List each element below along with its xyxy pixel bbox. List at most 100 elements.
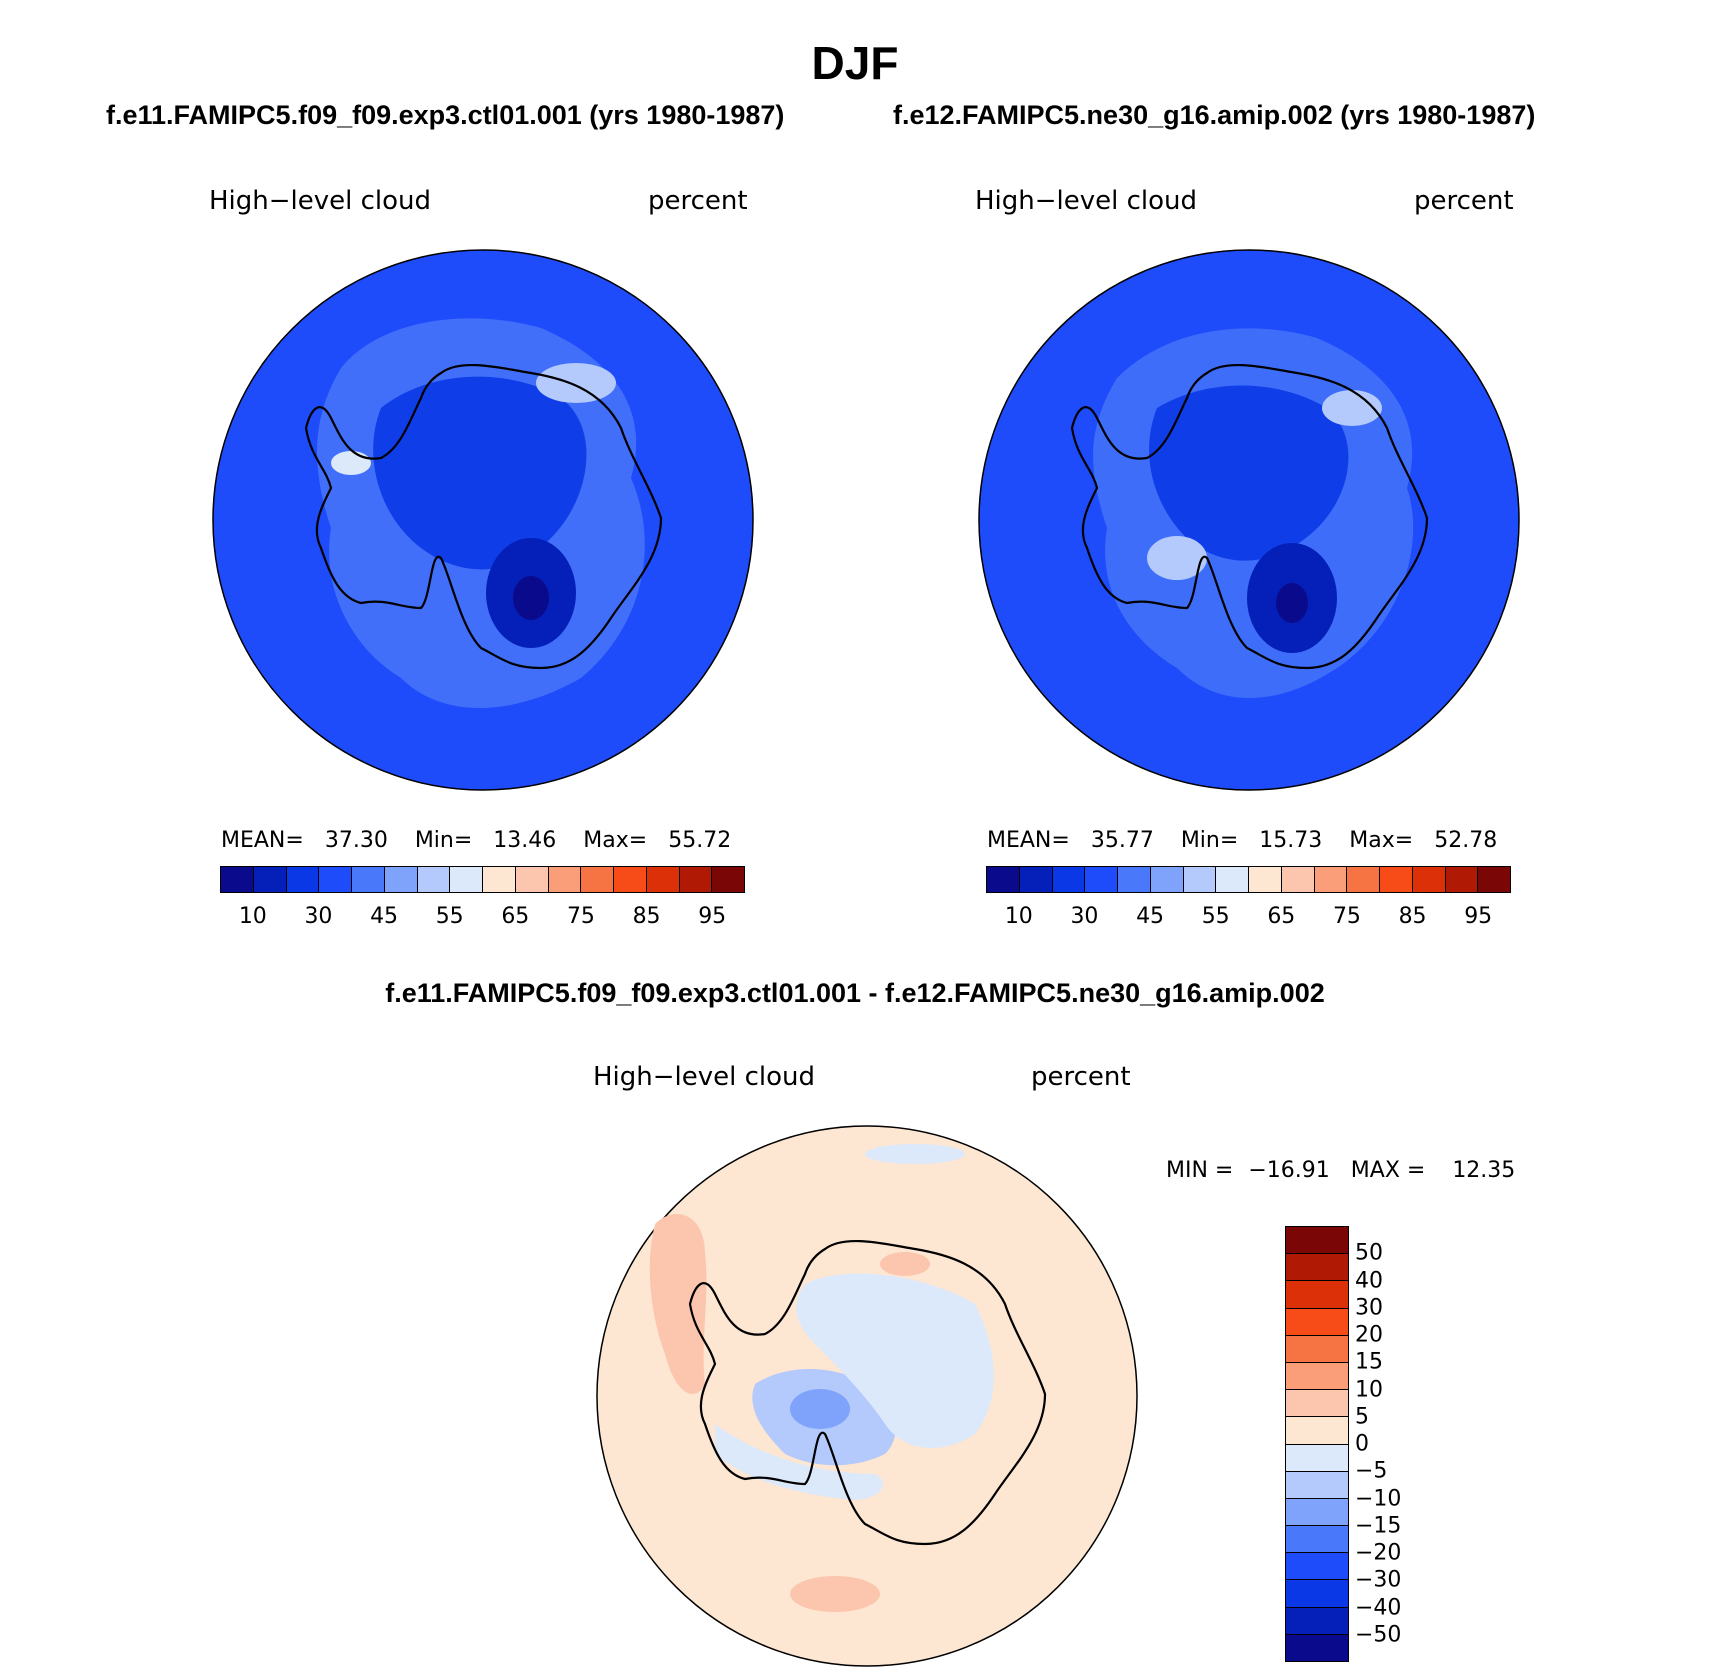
panel-2-colorbar-box xyxy=(1445,867,1479,892)
difference-colorbar-box xyxy=(1286,1362,1348,1391)
difference-colorbar-box xyxy=(1286,1580,1348,1608)
panel-2-colorbar-box xyxy=(1216,867,1249,892)
difference-colorbar-tick-label: −50 xyxy=(1355,1622,1402,1648)
panel-1-colorbar-box xyxy=(614,867,647,892)
panel-1-min-value: 13.46 xyxy=(493,828,557,853)
difference-units-label: percent xyxy=(1031,1062,1131,1092)
panel-2-colorbar-tick-label: 85 xyxy=(1398,904,1427,929)
difference-colorbar-box xyxy=(1286,1308,1348,1336)
panel-2-min-value: 15.73 xyxy=(1259,828,1323,853)
panel-2-case-title: f.e12.FAMIPC5.ne30_g16.amip.002 (yrs 198… xyxy=(893,100,1536,130)
panel-2-mean-value: 35.77 xyxy=(1090,828,1154,853)
panel-1-colorbar-box xyxy=(253,867,287,892)
panel-1-colorbar-box xyxy=(417,867,451,892)
panel-2-contour-high-south xyxy=(1147,536,1207,580)
difference-contour-positive-west xyxy=(649,1214,707,1394)
difference-contour-positive-north xyxy=(880,1252,930,1276)
difference-colorbar-box xyxy=(1286,1471,1348,1499)
panel-1-polar-map xyxy=(212,249,754,791)
panel-1-antarctica-coastline xyxy=(304,363,663,670)
panel-2-colorbar-box xyxy=(1314,867,1348,892)
difference-colorbar-tick-label: 50 xyxy=(1355,1240,1383,1266)
panel-2-colorbar-box xyxy=(1019,867,1053,892)
panel-2-colorbar-tick-label: 55 xyxy=(1201,904,1230,929)
difference-colorbar-box xyxy=(1286,1498,1348,1527)
panel-1-units-label: percent xyxy=(648,186,748,216)
panel-2-contour-high-east xyxy=(1322,390,1382,426)
difference-antarctica-coastline xyxy=(688,1239,1047,1546)
difference-colorbar-tick-label: 30 xyxy=(1355,1295,1383,1321)
panel-2-colorbar-box xyxy=(1347,867,1380,892)
panel-2-colorbar-box xyxy=(1118,867,1151,892)
panel-1-colorbar-tick-label: 65 xyxy=(501,904,530,929)
panel-1-colorbar-box xyxy=(646,867,680,892)
panel-1-colorbar-box xyxy=(319,867,352,892)
panel-2-colorbar xyxy=(986,866,1511,893)
panel-2-colorbar-box xyxy=(987,867,1020,892)
panel-1-colorbar-tick-label: 75 xyxy=(566,904,595,929)
panel-1-variable-label: High−level cloud xyxy=(209,186,432,216)
panel-1-case-title: f.e11.FAMIPC5.f09_f09.exp3.ctl01.001 (yr… xyxy=(106,100,785,130)
panel-1-mean-label: MEAN= xyxy=(221,828,304,853)
difference-variable-label: High−level cloud xyxy=(593,1062,816,1092)
panel-1-contour-high-west xyxy=(331,451,371,475)
panel-2-mean-label: MEAN= xyxy=(987,828,1070,853)
difference-colorbar-box xyxy=(1286,1335,1348,1363)
panel-2-min-label: Min= xyxy=(1180,828,1239,853)
panel-1-colorbar-box xyxy=(581,867,614,892)
panel-2-colorbar-box xyxy=(1052,867,1086,892)
panel-2-colorbar-tick-label: 30 xyxy=(1070,904,1099,929)
panel-1-max-label: Max= xyxy=(583,828,648,853)
panel-1-min-label: Min= xyxy=(414,828,473,853)
panel-1-colorbar-box xyxy=(515,867,549,892)
panel-1-colorbar-box xyxy=(548,867,582,892)
panel-1-colorbar-tick-label: 45 xyxy=(370,904,399,929)
difference-colorbar-box xyxy=(1286,1281,1348,1309)
panel-1-colorbar-tick-label: 30 xyxy=(304,904,333,929)
panel-2-colorbar-box xyxy=(1478,867,1510,892)
difference-colorbar-box xyxy=(1286,1390,1348,1418)
panel-2-antarctica-coastline xyxy=(1070,363,1429,670)
panel-2-colorbar-box xyxy=(1281,867,1315,892)
panel-1-contour-high-east xyxy=(536,363,616,403)
difference-contour-negative-core xyxy=(790,1389,850,1429)
panel-2-colorbar-tick-label: 95 xyxy=(1464,904,1493,929)
difference-colorbar-tick-label: −15 xyxy=(1355,1513,1402,1539)
difference-colorbar-tick-label: −20 xyxy=(1355,1540,1402,1566)
difference-colorbar-tick-label: 5 xyxy=(1355,1404,1369,1430)
difference-stats: MIN = −16.91 MAX = 12.35 xyxy=(1166,1158,1515,1183)
panel-2-colorbar-tick-label: 65 xyxy=(1267,904,1296,929)
difference-colorbar-box xyxy=(1286,1417,1348,1445)
difference-colorbar-tick-label: −30 xyxy=(1355,1567,1402,1593)
difference-colorbar-box xyxy=(1286,1553,1348,1581)
panel-2-colorbar-box xyxy=(1085,867,1118,892)
panel-1-colorbar-box xyxy=(286,867,320,892)
difference-contour-positive-south xyxy=(790,1576,880,1612)
panel-1-colorbar-box xyxy=(221,867,254,892)
panel-2-contour-minimum-core xyxy=(1276,583,1308,623)
difference-colorbar-tick-label: 10 xyxy=(1355,1377,1383,1402)
panel-1-colorbar-tick-label: 95 xyxy=(698,904,727,929)
panel-2-units-label: percent xyxy=(1414,186,1514,216)
difference-min-value: −16.91 xyxy=(1248,1158,1330,1183)
panel-2-max-label: Max= xyxy=(1349,828,1414,853)
difference-polar-map xyxy=(596,1125,1138,1667)
difference-colorbar-box xyxy=(1286,1607,1348,1635)
difference-colorbar-box xyxy=(1286,1227,1348,1255)
panel-1-max-value: 55.72 xyxy=(668,828,732,853)
difference-contour-negative-top xyxy=(865,1144,965,1164)
panel-2-colorbar-box xyxy=(1380,867,1413,892)
difference-contour-negative-east xyxy=(796,1273,994,1448)
panel-2-colorbar-box xyxy=(1183,867,1217,892)
panel-1-colorbar-tick-label: 10 xyxy=(238,904,267,929)
panel-2-colorbar-box xyxy=(1412,867,1446,892)
difference-colorbar-tick-label: −5 xyxy=(1355,1458,1388,1484)
difference-colorbar-tick-label: −40 xyxy=(1355,1595,1402,1620)
panel-2-colorbar-box xyxy=(1150,867,1184,892)
panel-2-variable-label: High−level cloud xyxy=(975,186,1198,216)
panel-2-colorbar-box xyxy=(1249,867,1282,892)
panel-1-contour-low xyxy=(373,376,587,570)
panel-1-colorbar-box xyxy=(352,867,385,892)
panel-1-colorbar xyxy=(220,866,745,893)
page-title: DJF xyxy=(811,37,899,89)
